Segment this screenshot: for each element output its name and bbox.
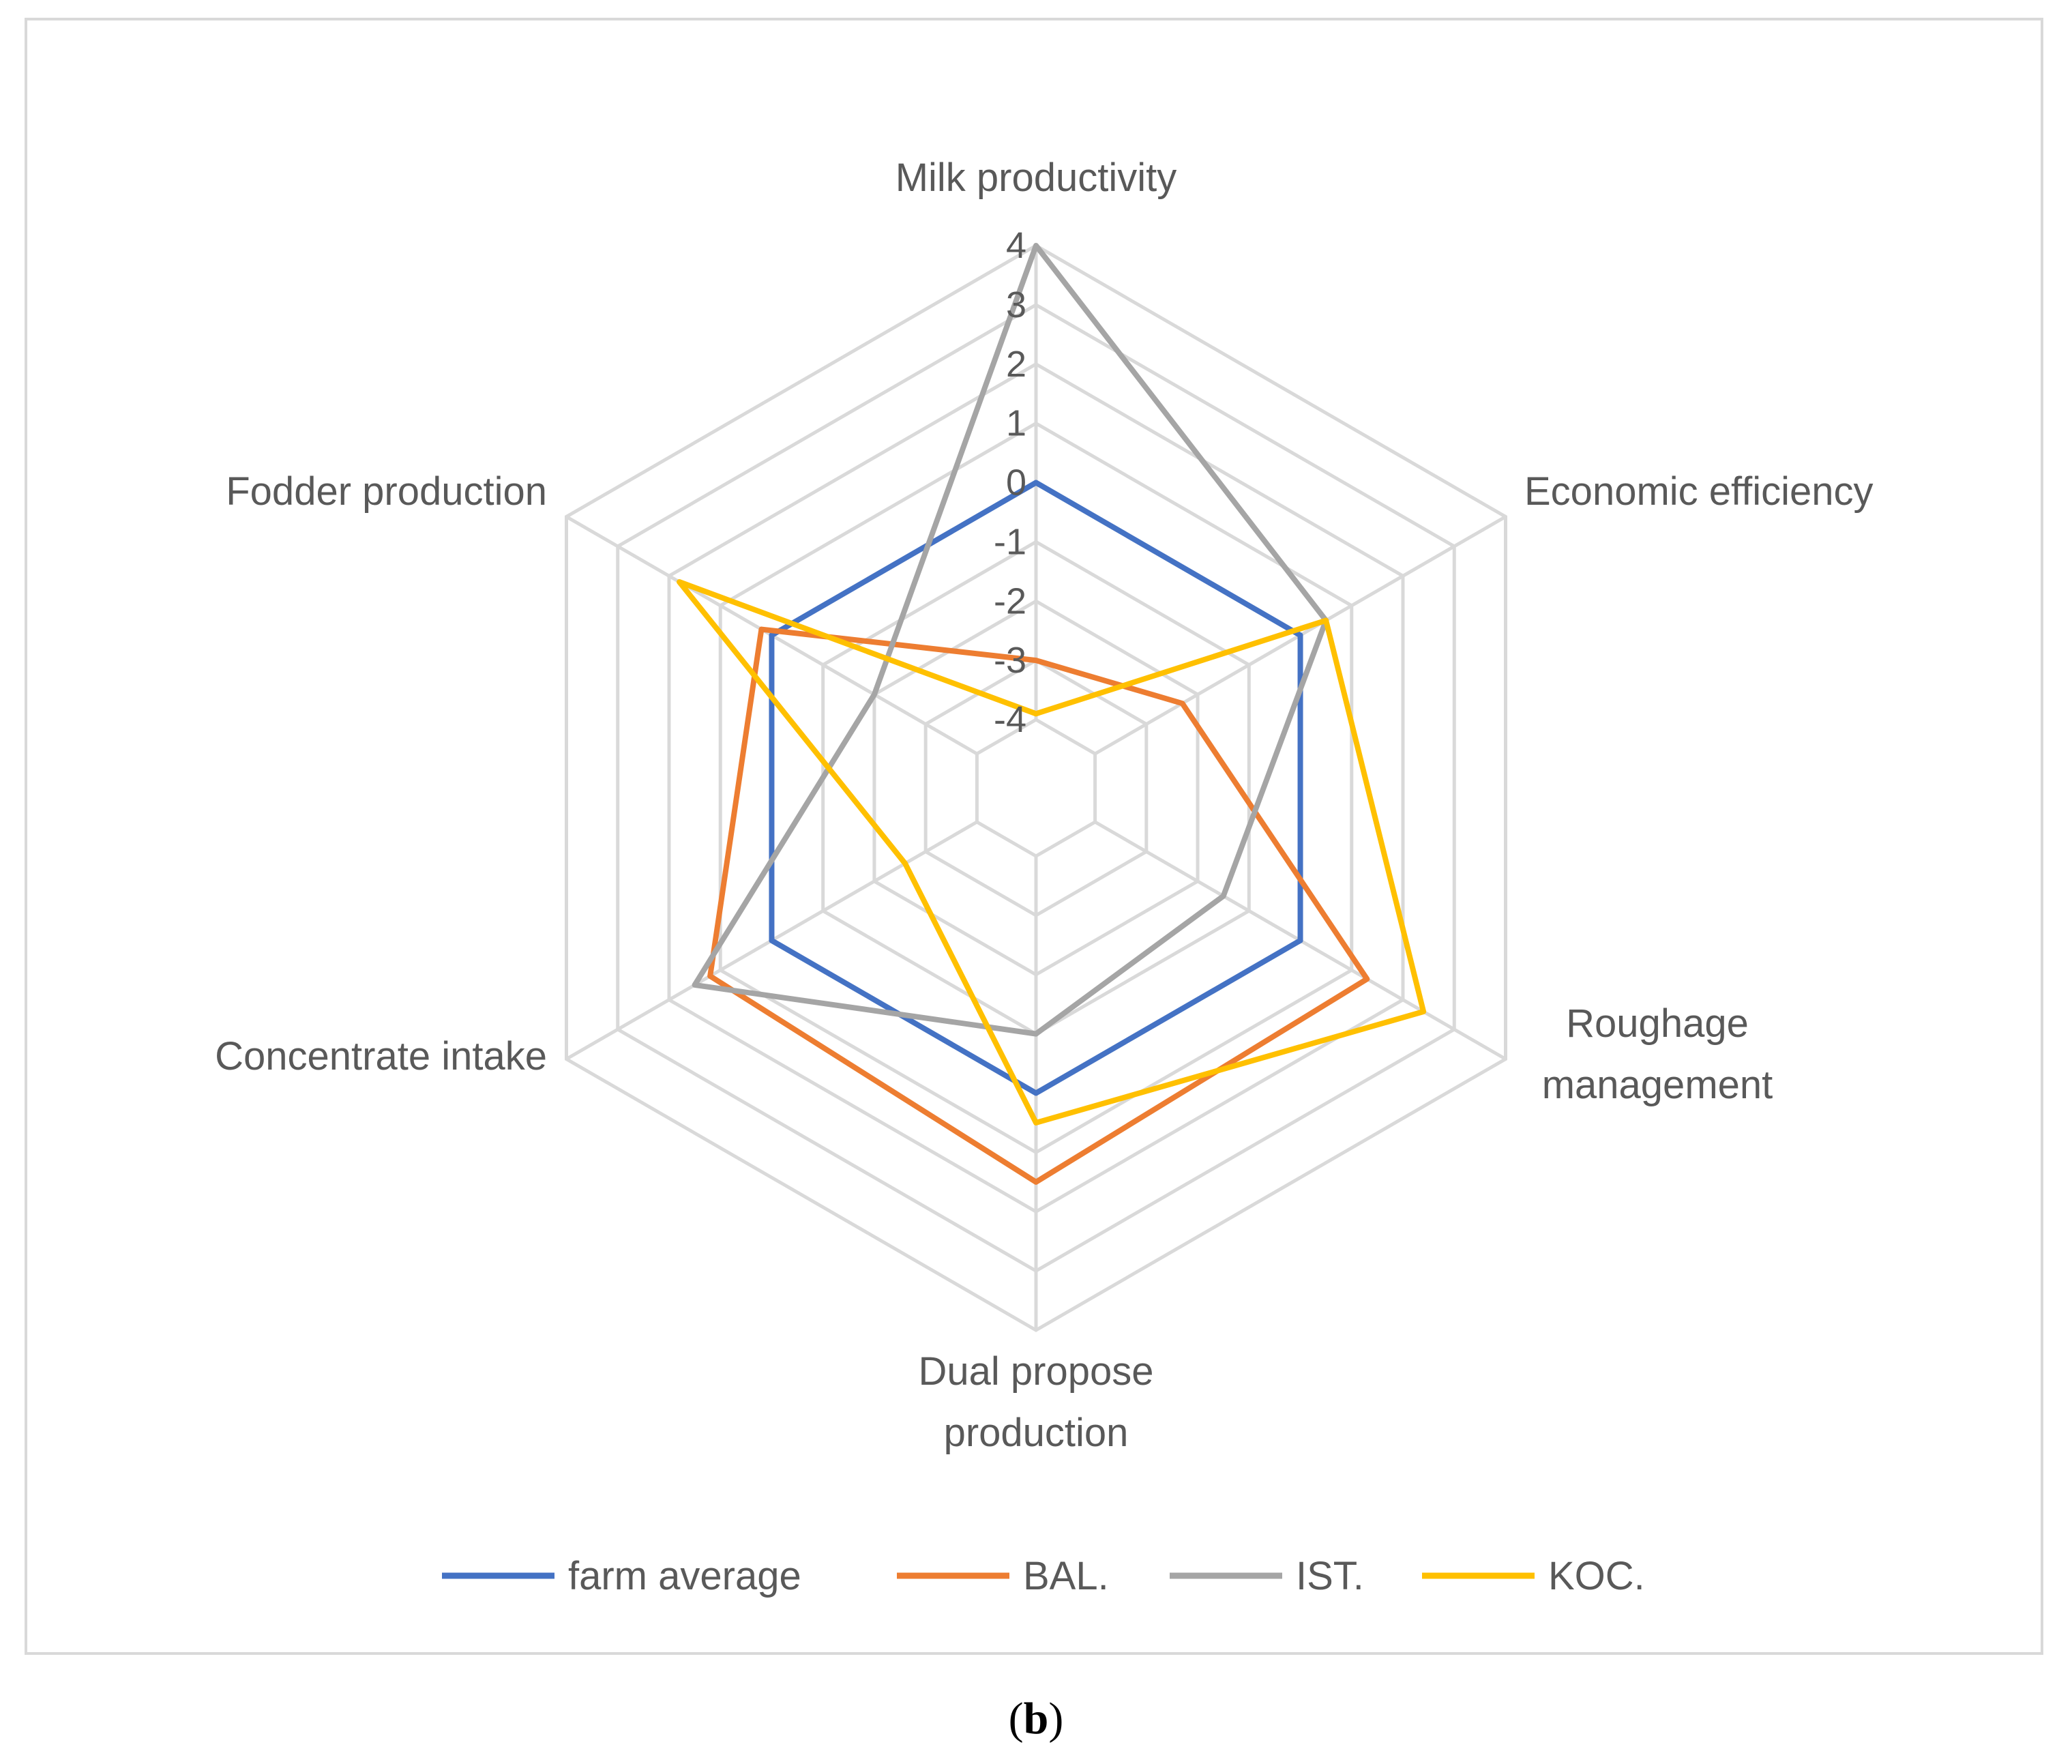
tick-label-1: 3: [1006, 284, 1026, 325]
tick-label-2: 2: [1006, 344, 1026, 385]
legend-label-ist: IST.: [1296, 1554, 1364, 1598]
radar-spokes: [565, 246, 1507, 1330]
radial-tick-labels: 4 3 2 1 0 -1 -2 -3 -4: [994, 225, 1026, 740]
series-line-bal: [707, 626, 1370, 1185]
tick-label-4: 0: [1006, 462, 1026, 503]
tick-label-5: -1: [994, 521, 1026, 562]
chart-frame: [25, 18, 2043, 1655]
axis-labels: Milk productivity Economic efficiency Roug…: [215, 156, 1873, 1455]
caption-close: ): [1048, 1694, 1064, 1744]
legend-label-bal: BAL.: [1023, 1554, 1109, 1598]
axis-label-0: Milk productivity: [896, 156, 1177, 200]
axis-label-3-line-1: production: [944, 1411, 1129, 1455]
axis-label-2-line-0: Roughage: [1566, 1001, 1749, 1046]
series-line-farm-average: [769, 480, 1303, 1096]
tick-label-0: 4: [1006, 225, 1026, 266]
axis-label-4: Concentrate intake: [215, 1034, 547, 1078]
tick-label-7: -3: [994, 640, 1026, 681]
legend: farm average BAL. IST. KOC.: [442, 1554, 1645, 1598]
grid-ring-8: [975, 718, 1097, 858]
axis-label-1: Economic efficiency: [1524, 469, 1874, 514]
series-line-koc: [677, 579, 1427, 1126]
axis-label-3-line-0: Dual propose: [919, 1349, 1154, 1394]
axis-label-2-line-1: management: [1542, 1063, 1773, 1107]
caption-letter: b: [1023, 1694, 1049, 1744]
tick-label-6: -2: [994, 580, 1026, 621]
legend-label-farm-average: farm average: [568, 1554, 801, 1598]
caption-open: (: [1008, 1694, 1024, 1744]
legend-label-koc: KOC.: [1548, 1554, 1645, 1598]
axis-label-5: Fodder production: [226, 469, 547, 514]
tick-label-8: -4: [994, 699, 1026, 740]
radar-series: [677, 243, 1427, 1185]
figure-caption: (b): [0, 1693, 2072, 1745]
tick-label-3: 1: [1006, 403, 1026, 444]
